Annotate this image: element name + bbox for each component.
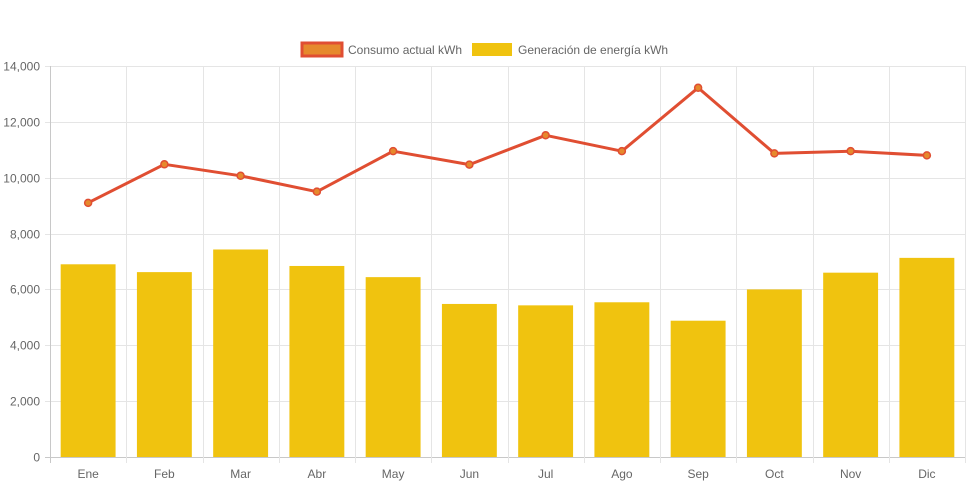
legend: Consumo actual kWh Generación de energía… <box>300 41 668 58</box>
bar-generacion[interactable] <box>60 264 116 457</box>
x-tick-label: Ene <box>77 467 99 481</box>
x-tick-label: Oct <box>765 467 784 481</box>
y-tick-label: 12,000 <box>3 116 40 130</box>
bar-generacion[interactable] <box>289 265 345 457</box>
legend-swatch-consumo <box>300 41 344 58</box>
point-consumo[interactable] <box>465 160 474 169</box>
line-consumo <box>87 86 927 205</box>
x-axis: Ene Feb Mar Abr May Jun Jul Ago Sep Oct Nov Dic <box>77 467 935 481</box>
bar-generacion[interactable] <box>823 272 879 457</box>
y-tick-label: 4,000 <box>10 339 40 353</box>
point-consumo[interactable] <box>160 160 169 169</box>
legend-swatch-generacion <box>472 43 512 56</box>
y-tick-label: 2,000 <box>10 395 40 409</box>
point-consumo[interactable] <box>388 146 398 156</box>
y-tick-label: 0 <box>33 451 40 465</box>
x-tick-label: Sep <box>687 467 709 481</box>
point-consumo[interactable] <box>236 171 245 181</box>
y-tick-label: 10,000 <box>3 172 40 186</box>
y-tick-label: 8,000 <box>10 228 40 242</box>
x-tick-label: Jul <box>538 467 553 481</box>
legend-item-generacion[interactable]: Generación de energía kWh <box>472 43 668 57</box>
y-tick-label: 6,000 <box>10 283 40 297</box>
x-tick-label: Nov <box>840 467 861 481</box>
y-axis: 0 2,000 4,000 6,000 8,000 10,000 12,000 14,000 <box>3 60 40 465</box>
bar-generacion[interactable] <box>441 303 497 457</box>
bar-generacion[interactable] <box>213 249 269 457</box>
bar-generacion[interactable] <box>136 272 192 457</box>
x-tick-label: Jun <box>460 467 479 481</box>
legend-label-consumo: Consumo actual kWh <box>348 43 462 57</box>
bar-generacion[interactable] <box>670 320 726 457</box>
point-consumo[interactable] <box>846 146 855 156</box>
bar-generacion[interactable] <box>746 289 802 457</box>
line-series <box>83 83 932 208</box>
point-consumo[interactable] <box>83 198 93 208</box>
x-tick-label: Ago <box>611 467 633 481</box>
x-tick-label: Mar <box>230 467 251 481</box>
legend-label-generacion: Generación de energía kWh <box>518 43 668 57</box>
point-consumo[interactable] <box>312 187 322 196</box>
bar-generacion[interactable] <box>594 302 650 457</box>
bar-generacion[interactable] <box>518 305 574 457</box>
point-consumo[interactable] <box>770 149 779 158</box>
x-tick-label: Dic <box>918 467 935 481</box>
bar-generacion[interactable] <box>899 257 955 457</box>
bar-generacion[interactable] <box>365 277 421 457</box>
legend-item-consumo[interactable]: Consumo actual kWh <box>300 41 462 58</box>
grid <box>45 66 966 463</box>
point-consumo[interactable] <box>693 83 703 93</box>
y-tick-label: 14,000 <box>3 60 40 74</box>
x-tick-label: May <box>382 467 405 481</box>
x-tick-label: Abr <box>308 467 327 481</box>
point-consumo[interactable] <box>617 146 627 156</box>
point-consumo[interactable] <box>922 151 932 160</box>
x-tick-label: Feb <box>154 467 175 481</box>
point-consumo[interactable] <box>541 131 550 140</box>
bar-series <box>60 249 955 457</box>
